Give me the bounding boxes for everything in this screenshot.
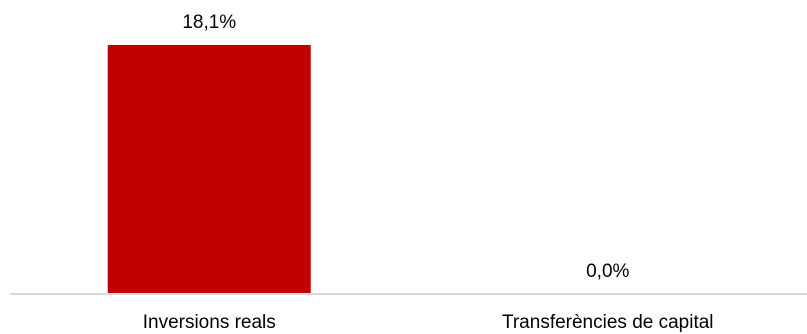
data-label-0: 18,1% bbox=[182, 12, 236, 33]
bar-0 bbox=[107, 45, 311, 294]
data-label-1: 0,0% bbox=[586, 261, 629, 282]
data-labels-group: 18,1% 0,0% bbox=[182, 12, 629, 282]
category-label-1: Transferències de capital bbox=[502, 312, 714, 333]
tick-labels-group: Inversions reals Transferències de capita… bbox=[143, 312, 714, 333]
category-label-0: Inversions reals bbox=[143, 312, 276, 333]
bars-group bbox=[107, 45, 311, 294]
